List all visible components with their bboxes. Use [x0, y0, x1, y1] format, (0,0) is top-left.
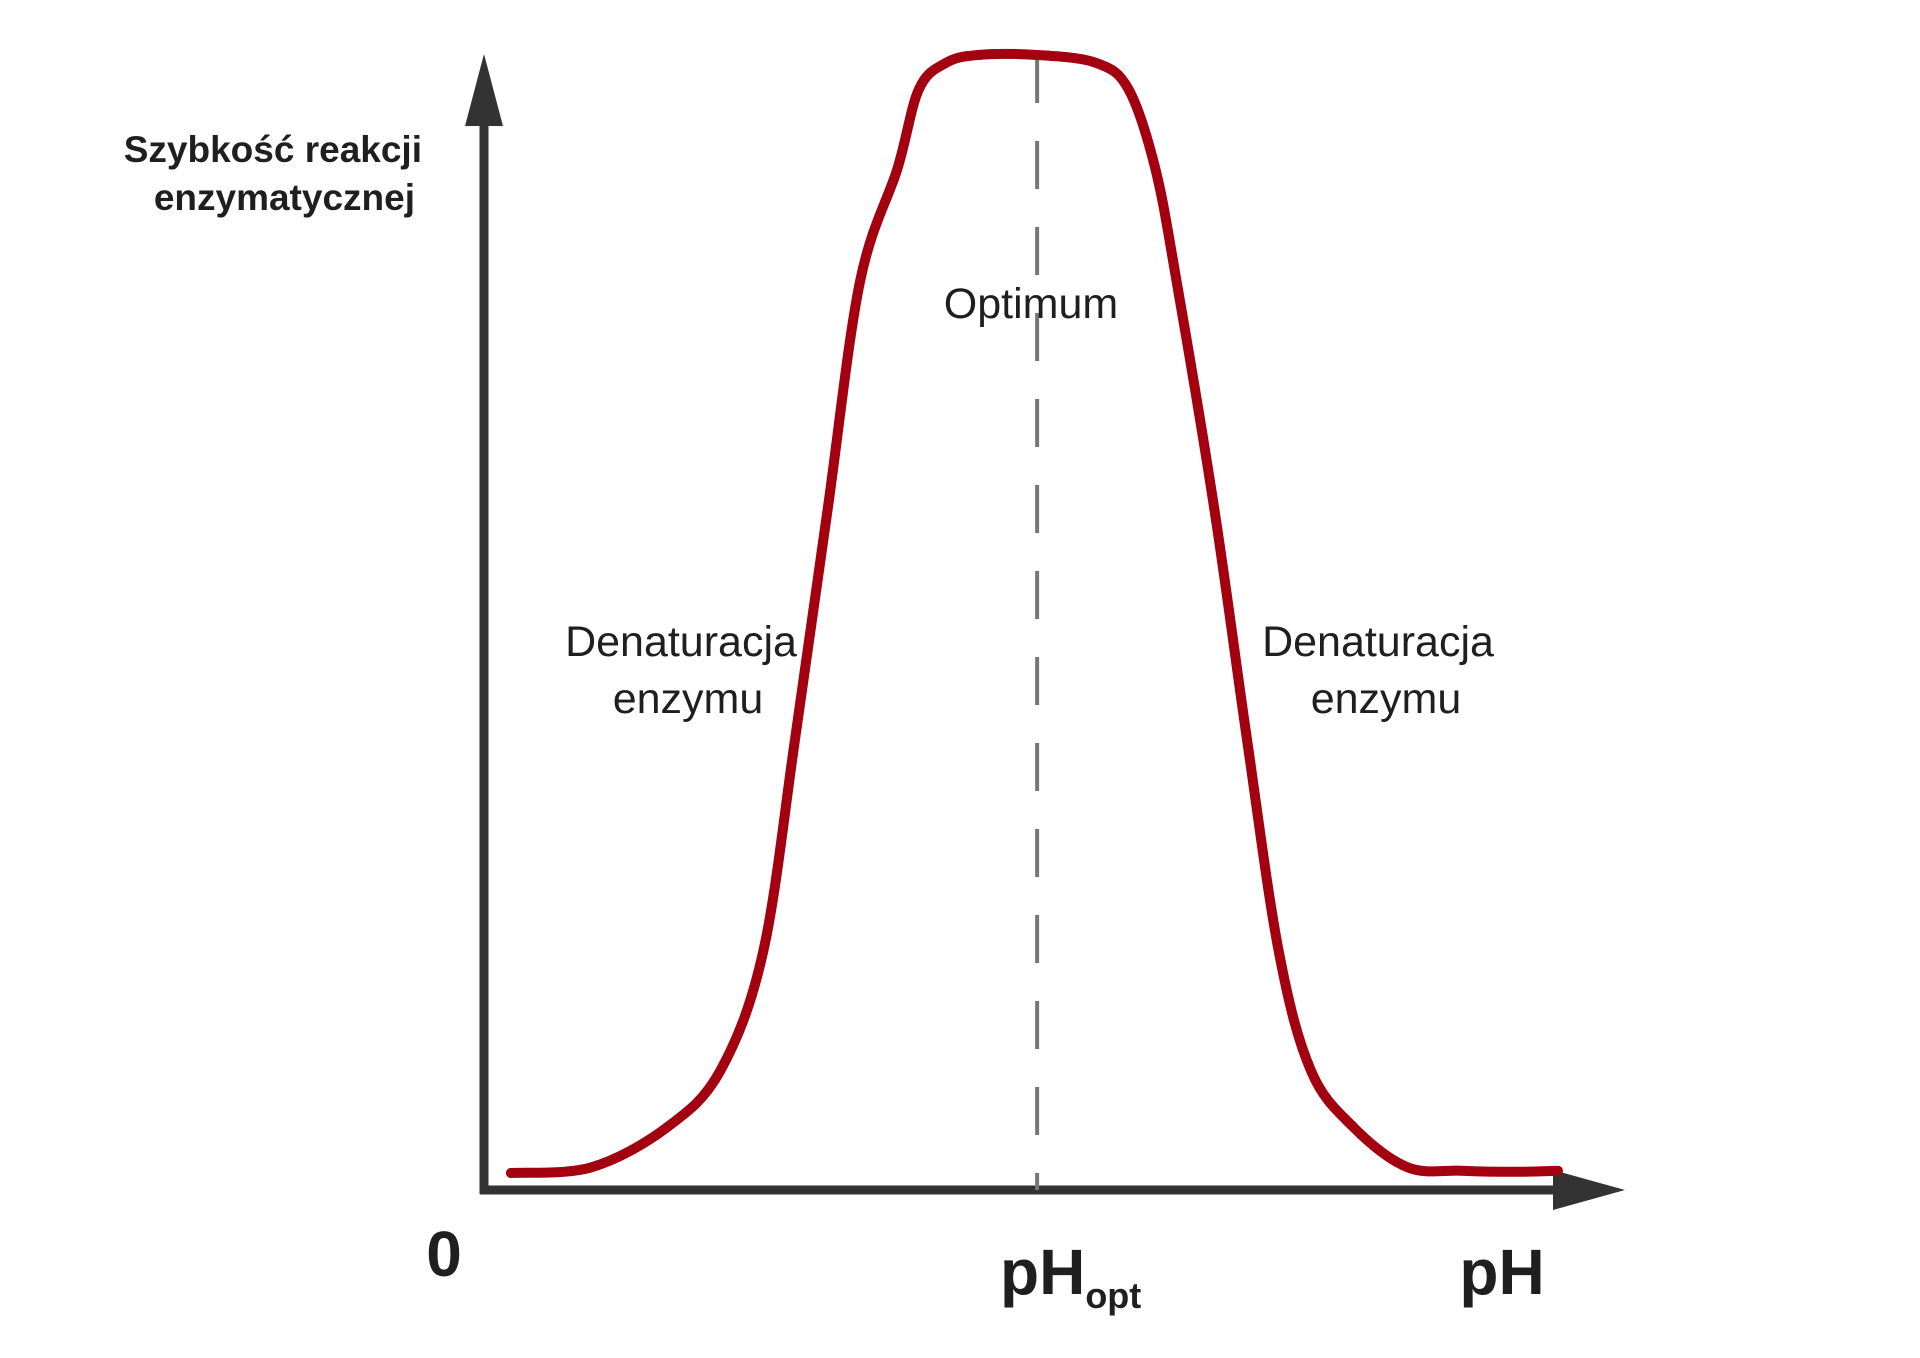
y-axis-label-line-2: enzymatycznej: [154, 177, 415, 218]
right-region-label-line-2: enzymu: [1311, 675, 1462, 723]
right-region-label-line-1: Denaturacja: [1262, 618, 1494, 666]
x-axis-label: pH: [1459, 1236, 1544, 1308]
x-axis-arrowhead: [1553, 1170, 1625, 1210]
y-axis-arrowhead: [465, 54, 503, 126]
origin-label: 0: [426, 1218, 462, 1290]
left-region-label-line-2: enzymu: [613, 675, 764, 723]
x-tick-optimum-label: pHopt: [1000, 1236, 1141, 1316]
y-axis-label-line-1: Szybkość reakcji: [124, 129, 422, 170]
x-tick-optimum-subscript: opt: [1085, 1275, 1141, 1316]
x-tick-optimum-main: pH: [1000, 1236, 1085, 1308]
series-line: [505, 49, 1563, 1178]
left-region-label-line-1: Denaturacja: [565, 618, 797, 666]
optimum-label: Optimum: [944, 280, 1118, 328]
